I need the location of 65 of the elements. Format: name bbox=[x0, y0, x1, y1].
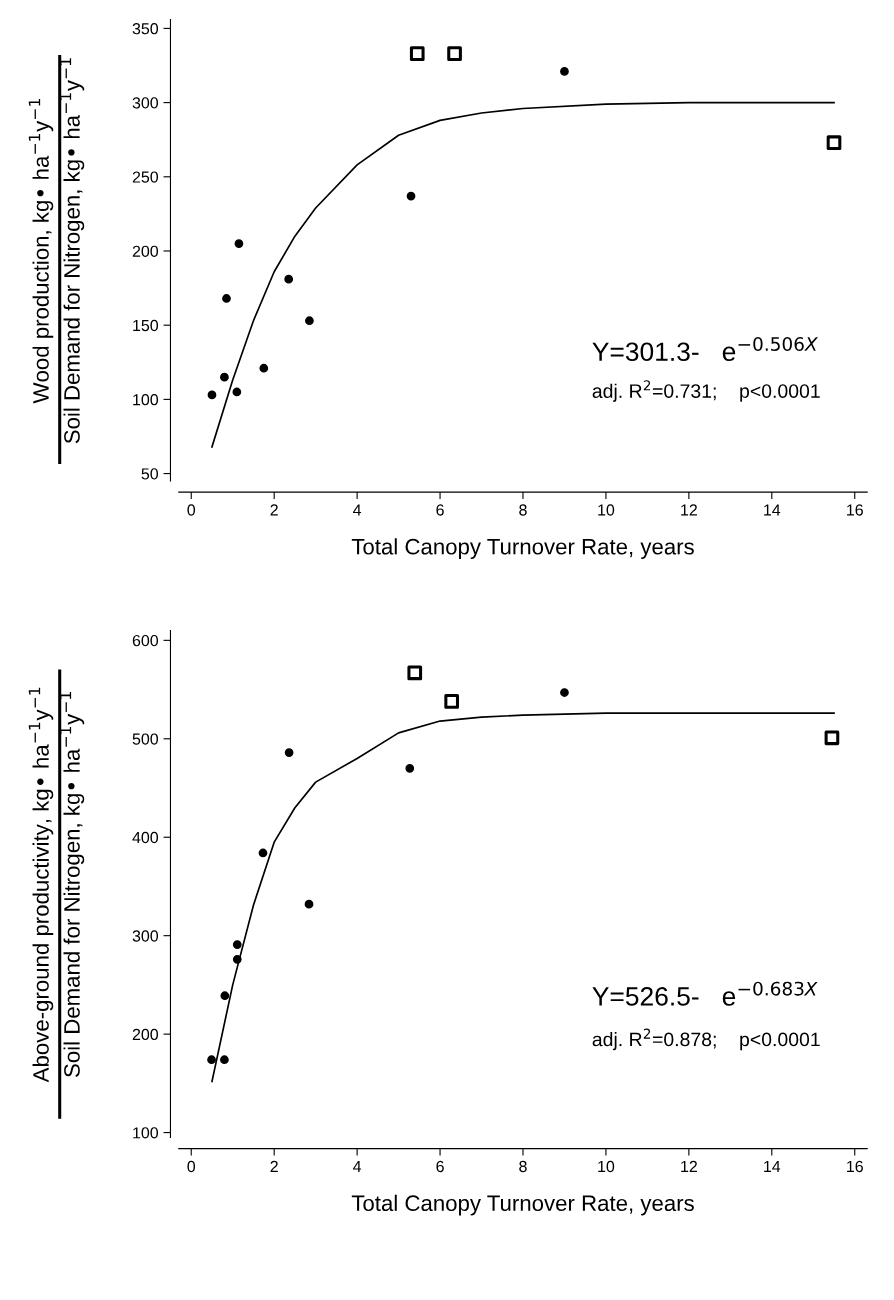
point bbox=[222, 294, 231, 303]
point bbox=[284, 748, 294, 757]
y-tick-label: 300 bbox=[132, 930, 159, 942]
point bbox=[220, 991, 230, 1001]
y-tick-label: 150 bbox=[133, 319, 159, 332]
point bbox=[304, 899, 314, 909]
point bbox=[232, 940, 242, 949]
y-tick-label: 100 bbox=[133, 1127, 159, 1139]
x-tick-label: 16 bbox=[847, 1160, 863, 1173]
point bbox=[305, 316, 314, 326]
point bbox=[258, 848, 268, 858]
annotation: Y=526.5- e$^{−0.683X}$ bbox=[592, 981, 818, 1006]
x-tick-label: 12 bbox=[681, 504, 697, 516]
point bbox=[259, 363, 269, 373]
y-tick-label: 600 bbox=[132, 634, 159, 647]
point bbox=[220, 372, 229, 382]
point bbox=[824, 730, 840, 746]
point bbox=[409, 46, 425, 61]
x-tick-label: 10 bbox=[598, 504, 615, 516]
point bbox=[207, 1055, 216, 1065]
point bbox=[284, 274, 294, 284]
x-tick-label: 6 bbox=[436, 504, 444, 516]
point bbox=[407, 665, 423, 681]
x-tick-label: 12 bbox=[681, 1160, 697, 1172]
x-tick-label: 8 bbox=[519, 1160, 527, 1173]
point bbox=[444, 694, 459, 709]
point bbox=[232, 954, 242, 964]
line-series bbox=[211, 712, 835, 1083]
annotation: adj. R$^{2}$=0.731; p<0.0001 bbox=[592, 380, 820, 402]
x-tick-label: 2 bbox=[270, 1160, 278, 1172]
y-tick-label: 300 bbox=[132, 97, 159, 109]
point bbox=[207, 390, 217, 400]
x-tick-label: 0 bbox=[187, 504, 196, 516]
annotation: adj. R$^{2}$=0.878; p<0.0001 bbox=[592, 1028, 820, 1051]
y-tick-label: 500 bbox=[132, 733, 159, 745]
x-axis-title: Total Canopy Turnover Rate, years bbox=[351, 538, 694, 559]
y-tick-label: 350 bbox=[132, 23, 159, 35]
point bbox=[405, 763, 415, 773]
x-tick-label: 10 bbox=[598, 1160, 615, 1173]
x-tick-label: 14 bbox=[764, 1161, 781, 1172]
point bbox=[232, 387, 242, 397]
point bbox=[234, 239, 244, 248]
line-series bbox=[211, 101, 835, 448]
point bbox=[560, 67, 569, 76]
x-tick-label: 14 bbox=[764, 504, 781, 516]
y-tick-label: 400 bbox=[132, 831, 159, 844]
y-tick-label: 200 bbox=[132, 1028, 159, 1041]
x-tick-label: 0 bbox=[187, 1160, 196, 1173]
point bbox=[406, 191, 416, 201]
point bbox=[447, 46, 462, 61]
y-tick-label: 200 bbox=[132, 245, 159, 257]
point bbox=[560, 688, 569, 697]
point bbox=[826, 135, 842, 151]
x-tick-label: 2 bbox=[270, 504, 278, 516]
x-tick-label: 4 bbox=[353, 504, 362, 516]
y-tick-label: 50 bbox=[141, 468, 159, 480]
x-tick-label: 8 bbox=[519, 504, 527, 516]
x-axis-title: Total Canopy Turnover Rate, years bbox=[351, 1194, 694, 1216]
x-tick-label: 6 bbox=[436, 1160, 444, 1173]
point bbox=[220, 1055, 229, 1065]
y-tick-label: 250 bbox=[132, 171, 159, 183]
y-tick-label: 100 bbox=[133, 394, 159, 406]
annotation: Y=301.3- e$^{−0.506X}$ bbox=[592, 337, 818, 362]
x-tick-label: 4 bbox=[353, 1161, 362, 1172]
x-tick-label: 16 bbox=[847, 504, 863, 516]
